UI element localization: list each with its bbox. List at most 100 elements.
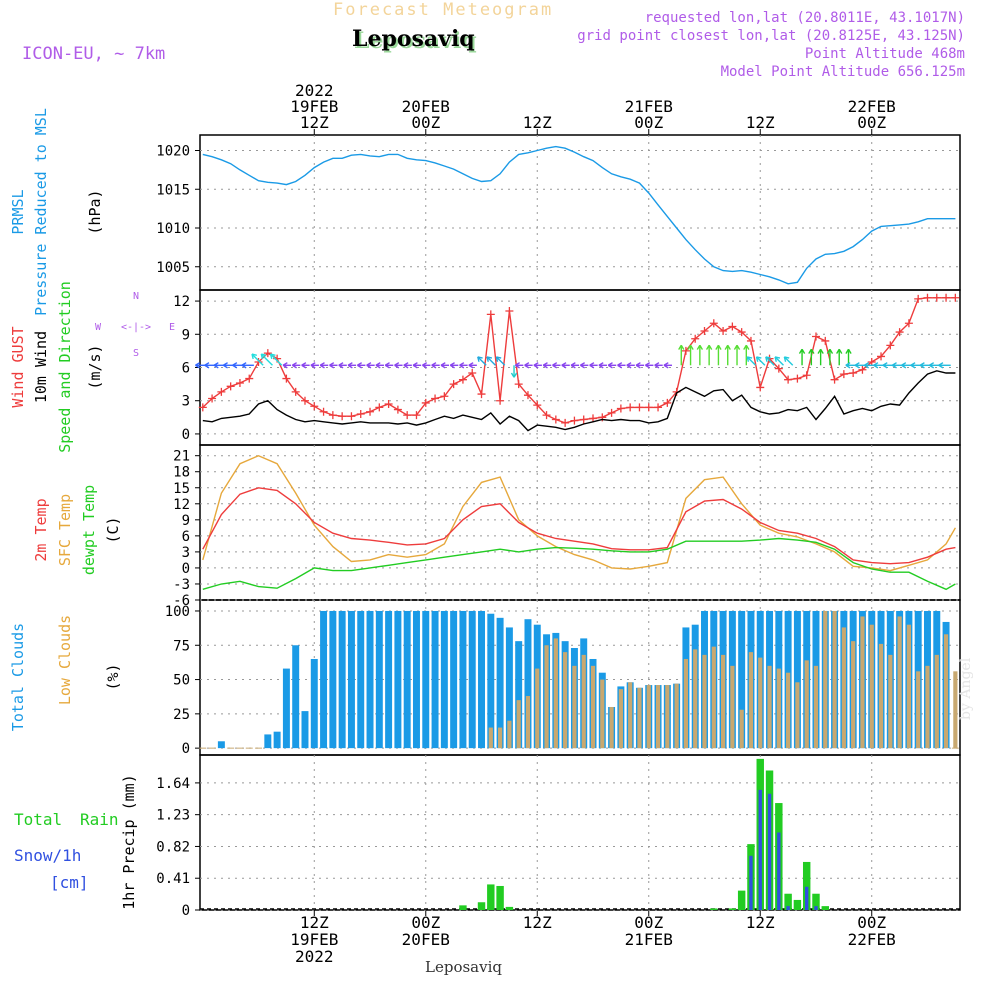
low-cloud-bar	[581, 654, 586, 749]
total-cloud-bar	[385, 610, 393, 749]
time-label-top: 22FEB	[848, 97, 896, 116]
wind-direction-arrow	[510, 365, 518, 378]
wind-arrow-head	[552, 362, 558, 369]
wind-arrow-head	[580, 362, 586, 369]
wind-gust-marker	[681, 346, 690, 355]
wind-arrow-head	[375, 362, 381, 369]
wind-gust-marker	[542, 411, 551, 420]
y-label-dewpoint: dewpt Temp	[80, 485, 98, 575]
wind-gust-marker	[366, 407, 375, 416]
wind-arrow-head	[301, 362, 307, 369]
snow-bar	[805, 886, 809, 910]
wind-direction-arrow	[338, 362, 347, 369]
wind-direction-arrow	[663, 362, 672, 369]
wind-direction-arrow	[598, 362, 607, 369]
wind-gust-marker	[709, 319, 718, 328]
y-tick-label: 3	[182, 545, 190, 561]
rain-bar	[784, 893, 792, 910]
location-title: Leposaviq	[352, 26, 475, 52]
wind-arrow-head	[213, 362, 219, 369]
low-cloud-bar	[609, 706, 614, 749]
total-cloud-bar	[329, 610, 337, 749]
wind-direction-arrow	[755, 356, 766, 366]
y-label-hpa: (hPa)	[86, 189, 104, 234]
snow-bar	[758, 789, 762, 910]
wind-direction-arrow	[938, 362, 951, 369]
low-cloud-bar	[711, 646, 716, 749]
y-tick-label: -6	[173, 593, 190, 609]
wind-arrow-head	[765, 356, 771, 362]
wind-arrow-head	[607, 362, 613, 369]
time-label-top: 12Z	[746, 113, 775, 132]
requested-coords: requested lon,lat (20.8011E, 43.1017N)	[644, 10, 965, 26]
low-cloud-bar	[851, 641, 856, 749]
wind-arrow-head	[449, 362, 455, 369]
wind-direction-arrow	[495, 356, 506, 366]
wind-gust-marker	[635, 403, 644, 412]
wind-direction-arrow	[329, 362, 338, 369]
total-cloud-bar	[487, 613, 495, 749]
compass-arrows: <-|->	[121, 322, 151, 333]
wind-direction-arrow	[654, 362, 663, 369]
wind-gust-marker	[384, 400, 393, 409]
time-label-top: 00Z	[411, 113, 440, 132]
wind-arrow-head	[495, 356, 502, 362]
wind-direction-arrow	[459, 362, 468, 369]
wind-arrow-shaft	[495, 356, 506, 366]
low-cloud-bar	[488, 727, 493, 749]
wind-gust-marker	[198, 403, 207, 412]
y-tick-label: 1005	[156, 260, 190, 276]
wind-gust-marker	[412, 411, 421, 420]
wind-direction-arrow	[524, 362, 533, 369]
wind-arrow-head	[440, 362, 446, 369]
wind-arrow-head	[705, 344, 713, 350]
total-cloud-bar	[310, 658, 318, 749]
wind-direction-arrow	[817, 348, 824, 366]
wind-gust-marker	[700, 326, 709, 335]
wind-gust-marker	[235, 379, 244, 387]
wind-direction-arrow	[440, 362, 449, 369]
low-cloud-bar	[916, 671, 921, 749]
wind-arrow-shaft	[260, 353, 273, 366]
low-cloud-bar	[600, 679, 605, 749]
wind-gust-marker	[393, 405, 402, 414]
rain-bar	[737, 890, 746, 910]
low-cloud-bar	[655, 685, 661, 749]
total-cloud-bar	[738, 610, 746, 749]
wind-arrow-head	[514, 362, 520, 369]
wind-direction-arrow	[845, 348, 852, 366]
low-cloud-bar	[813, 665, 819, 749]
signature: by Angel	[958, 657, 974, 720]
wind-gust-marker	[616, 404, 625, 413]
low-cloud-bar	[498, 727, 503, 749]
wind-arrow-head	[329, 362, 335, 369]
low-cloud-bar	[516, 700, 521, 749]
total-cloud-bar	[478, 610, 485, 749]
wind-gust-marker	[626, 403, 635, 412]
time-label-bottom: 19FEB	[290, 930, 338, 949]
low-cloud-bar	[832, 610, 837, 749]
low-cloud-bar	[906, 624, 911, 749]
wind-arrow-head	[282, 362, 288, 369]
wind-gust-marker	[811, 332, 820, 341]
low-cloud-bar	[804, 660, 809, 749]
y-tick-label: -3	[173, 577, 190, 593]
wind-arrow-head	[854, 362, 860, 369]
wind-arrow-head	[774, 356, 781, 362]
total-cloud-bar	[505, 627, 513, 749]
wind-direction-arrow	[826, 348, 834, 366]
wind-direction-arrow	[765, 356, 775, 366]
low-cloud-bar	[507, 720, 512, 749]
wind-direction-arrow	[678, 344, 685, 366]
wind-direction-arrow	[269, 353, 283, 366]
y-tick-label: 3	[182, 394, 190, 410]
wind-direction-arrow	[282, 362, 292, 369]
wind-arrow-head	[269, 353, 276, 360]
time-label-top: 12Z	[300, 113, 329, 132]
low-cloud-bar	[758, 657, 763, 749]
low-cloud-bar	[628, 682, 633, 749]
wind-gust-marker	[468, 369, 477, 378]
y-tick-label: 100	[165, 604, 190, 620]
total-cloud-bar	[347, 610, 355, 749]
wind-gust-marker	[514, 380, 523, 389]
